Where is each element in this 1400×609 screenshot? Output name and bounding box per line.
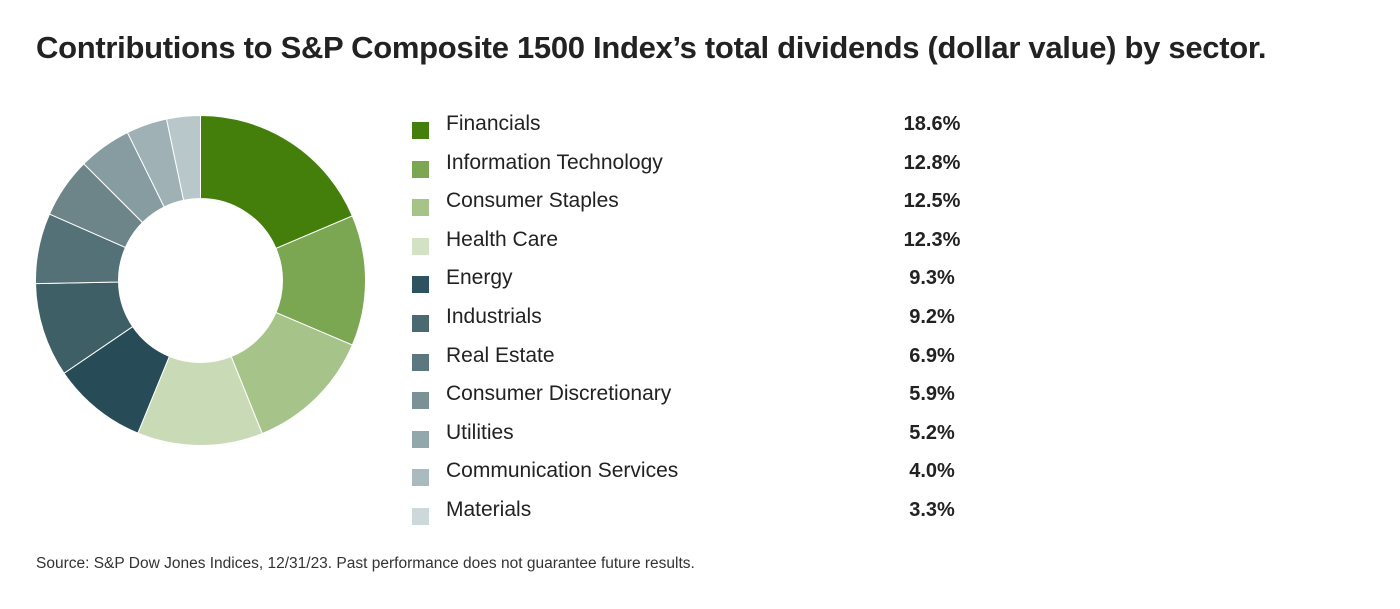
legend-label: Consumer Discretionary <box>446 382 672 406</box>
legend-value: 9.3% <box>909 267 955 290</box>
legend-item-real-estate: Real Estate 6.9% <box>412 339 1012 378</box>
legend-swatch <box>412 237 429 255</box>
legend-label: Financials <box>446 112 541 135</box>
legend-value: 5.2% <box>909 421 955 444</box>
legend-swatch <box>412 160 429 178</box>
legend-item-health-care: Health Care 12.3% <box>412 223 1012 262</box>
legend-value: 18.6% <box>903 113 961 135</box>
legend-label: Health Care <box>446 227 559 251</box>
legend-value: 6.9% <box>909 344 955 367</box>
legend-item-industrials: Industrials 9.2% <box>412 300 1012 339</box>
legend: Financials 18.6% Information Technology 12.… <box>412 107 1012 532</box>
legend-label: Information Technology <box>446 150 663 174</box>
legend-swatch <box>412 199 429 217</box>
legend-swatch <box>412 469 429 487</box>
legend-swatch <box>412 507 429 525</box>
legend-label: Real Estate <box>446 343 555 367</box>
legend-item-energy: Energy 9.3% <box>412 261 1012 300</box>
legend-label: Consumer Staples <box>446 189 619 213</box>
legend-value: 12.8% <box>903 151 961 174</box>
legend-value: 3.3% <box>909 498 955 521</box>
legend-swatch <box>412 392 429 410</box>
legend-item-consumer-staples: Consumer Staples 12.5% <box>412 184 1012 223</box>
legend-swatch <box>412 122 429 139</box>
legend-label: Energy <box>446 266 513 290</box>
legend-item-financials: Financials 18.6% <box>412 107 1012 146</box>
legend-item-utilities: Utilities 5.2% <box>412 416 1012 455</box>
legend-label: Materials <box>446 497 532 521</box>
legend-swatch <box>412 314 429 332</box>
legend-value: 9.2% <box>909 305 955 328</box>
source-note: Source: S&P Dow Jones Indices, 12/31/23.… <box>36 555 695 572</box>
slice-financials <box>200 114 353 250</box>
chart-title: Contributions to S&P Composite 1500 Inde… <box>36 30 1267 65</box>
legend-item-communication-services: Communication Services 4.0% <box>412 454 1012 493</box>
legend-item-materials: Materials 3.3% <box>412 493 1012 532</box>
slice-materials <box>165 114 201 201</box>
legend-value: 5.9% <box>909 383 955 406</box>
legend-swatch <box>412 276 429 294</box>
legend-label: Communication Services <box>446 459 679 483</box>
donut-svg <box>35 114 366 446</box>
legend-value: 4.0% <box>909 460 955 483</box>
legend-value: 12.3% <box>903 228 961 251</box>
legend-swatch <box>412 430 429 448</box>
legend-label: Utilities <box>446 420 514 444</box>
legend-item-information-technology: Information Technology 12.8% <box>412 146 1012 185</box>
legend-value: 12.5% <box>903 190 961 213</box>
donut-chart <box>28 108 373 453</box>
legend-item-consumer-discretionary: Consumer Discretionary 5.9% <box>412 377 1012 416</box>
legend-label: Industrials <box>446 304 542 328</box>
legend-swatch <box>412 353 429 371</box>
